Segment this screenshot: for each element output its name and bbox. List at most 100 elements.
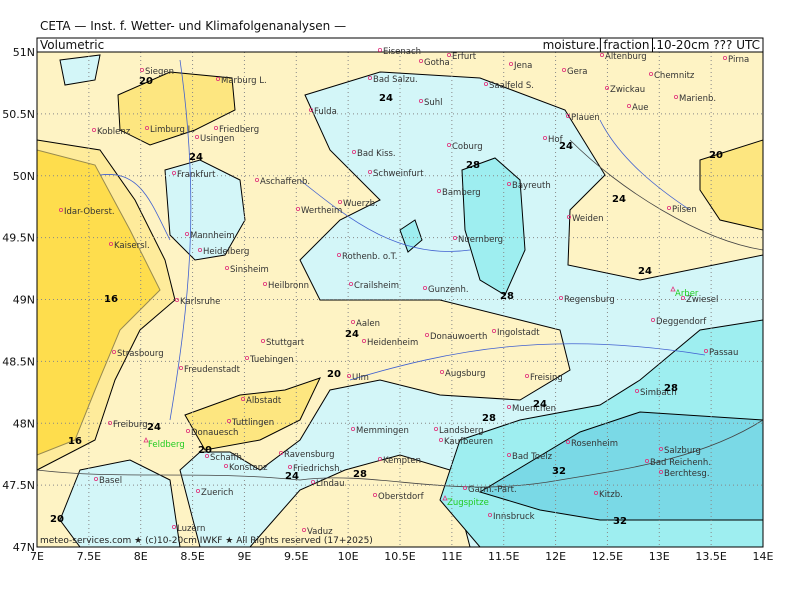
city-label: Ulm xyxy=(352,373,369,383)
city-dot xyxy=(367,76,372,81)
lat-label: 47N xyxy=(13,541,35,554)
city-label: Plauen xyxy=(571,113,600,123)
contour-label: 20 xyxy=(709,150,723,161)
city-dot xyxy=(566,114,571,119)
city-dot xyxy=(594,490,599,495)
city-label: Freising xyxy=(530,373,563,383)
city-label: Nuernberg xyxy=(458,235,503,245)
city-dot xyxy=(418,59,423,64)
city-label: Friedrichsh. xyxy=(293,464,342,474)
city-label: Innsbruck xyxy=(493,512,535,522)
city-dot xyxy=(659,446,664,451)
city-dot xyxy=(562,68,567,73)
lon-label: 9E xyxy=(237,550,251,563)
city-dot xyxy=(92,127,97,132)
city-dot xyxy=(197,247,202,252)
city-label: Crailsheim xyxy=(354,281,399,291)
city-dot xyxy=(506,181,511,186)
city-label: Pirna xyxy=(728,55,749,65)
city-label: Bamberg xyxy=(442,188,481,198)
city-label: Bad Toelz xyxy=(512,452,553,462)
city-dot xyxy=(491,328,496,333)
city-dot xyxy=(567,214,572,219)
city-dot xyxy=(543,135,548,140)
lon-label: 14E xyxy=(753,550,774,563)
city-dot xyxy=(605,86,610,91)
city-label: Landsberg xyxy=(439,426,484,436)
lon-label: 11E xyxy=(441,550,462,563)
city-dot xyxy=(487,513,492,518)
city-dot xyxy=(194,134,199,139)
border xyxy=(36,139,764,488)
river xyxy=(99,59,706,421)
zone-24-28 xyxy=(59,54,101,86)
city-dot xyxy=(433,426,438,431)
city-label: Altenburg xyxy=(605,52,647,62)
city-label: Passau xyxy=(709,348,738,358)
city-label: Tuttlingen xyxy=(231,418,274,428)
city-label: Bad Kiss. xyxy=(357,149,396,159)
city-dot xyxy=(483,82,488,87)
city-label: Strasbourg xyxy=(117,349,164,359)
lat-label: 48.5N xyxy=(2,355,35,368)
city-label: Freiburg xyxy=(113,420,148,430)
header-box xyxy=(599,37,653,53)
city-dot xyxy=(681,295,686,300)
city-dot xyxy=(424,332,429,337)
city-dot xyxy=(566,439,571,444)
city-dot xyxy=(178,365,183,370)
city-dot xyxy=(171,525,176,530)
city-dot xyxy=(438,437,443,442)
city-dot xyxy=(195,488,200,493)
city-label: Heilbronn xyxy=(268,281,309,291)
city-label: Schaffh. xyxy=(210,453,245,463)
city-label: Bayreuth xyxy=(512,181,551,191)
contour-label: 24 xyxy=(379,93,393,104)
city-label: Zwickau xyxy=(610,85,645,95)
lon-label: 11.5E xyxy=(488,550,519,563)
contour-label: 20 xyxy=(327,369,341,380)
city-dot xyxy=(436,188,441,193)
city-label: Aschaffenb. xyxy=(260,177,310,187)
city-dot xyxy=(452,235,457,240)
city-dot xyxy=(600,53,605,58)
lon-label: 8E xyxy=(134,550,148,563)
city-label: Aue xyxy=(632,103,648,113)
city-dot xyxy=(635,388,640,393)
city-dot xyxy=(310,479,315,484)
city-dot xyxy=(112,349,117,354)
lon-label: 12E xyxy=(545,550,566,563)
city-dot xyxy=(377,456,382,461)
header-title: CETA — Inst. f. Wetter- und Klimafolgena… xyxy=(40,19,346,33)
city-label: Heidelberg xyxy=(203,247,249,257)
zone-28-32 xyxy=(461,157,526,296)
city-dot xyxy=(346,373,351,378)
lon-label: 8.5E xyxy=(180,550,204,563)
city-dot xyxy=(627,104,632,109)
city-label: Kitzb. xyxy=(599,490,623,500)
city-dot xyxy=(674,95,679,100)
city-dot xyxy=(260,338,265,343)
city-label: Donauwoerth xyxy=(430,332,487,342)
city-label: Donauesch xyxy=(191,428,238,438)
city-dot xyxy=(506,452,511,457)
lat-label: 50.5N xyxy=(2,108,35,121)
lat-label: 50N xyxy=(13,170,35,183)
contour-label: 24 xyxy=(533,399,547,410)
lon-label: 13.5E xyxy=(695,550,726,563)
city-label: Kaufbeuren xyxy=(444,437,493,447)
contour-label: 16 xyxy=(104,294,118,305)
city-label: Regensburg xyxy=(564,295,615,305)
city-label: Karlsruhe xyxy=(180,297,220,307)
city-dot xyxy=(377,48,382,53)
city-dot xyxy=(59,207,64,212)
lon-label: 12.5E xyxy=(592,550,623,563)
contour-label: 24 xyxy=(638,266,652,277)
city-label: Memmingen xyxy=(356,426,409,436)
city-label: Tuebingen xyxy=(249,355,294,365)
lon-label: 13E xyxy=(649,550,670,563)
contour-label: 28 xyxy=(466,160,480,171)
contour-label: 20 xyxy=(139,76,153,87)
city-dot xyxy=(372,492,377,497)
city-label: Saalfeld S. xyxy=(489,81,534,91)
